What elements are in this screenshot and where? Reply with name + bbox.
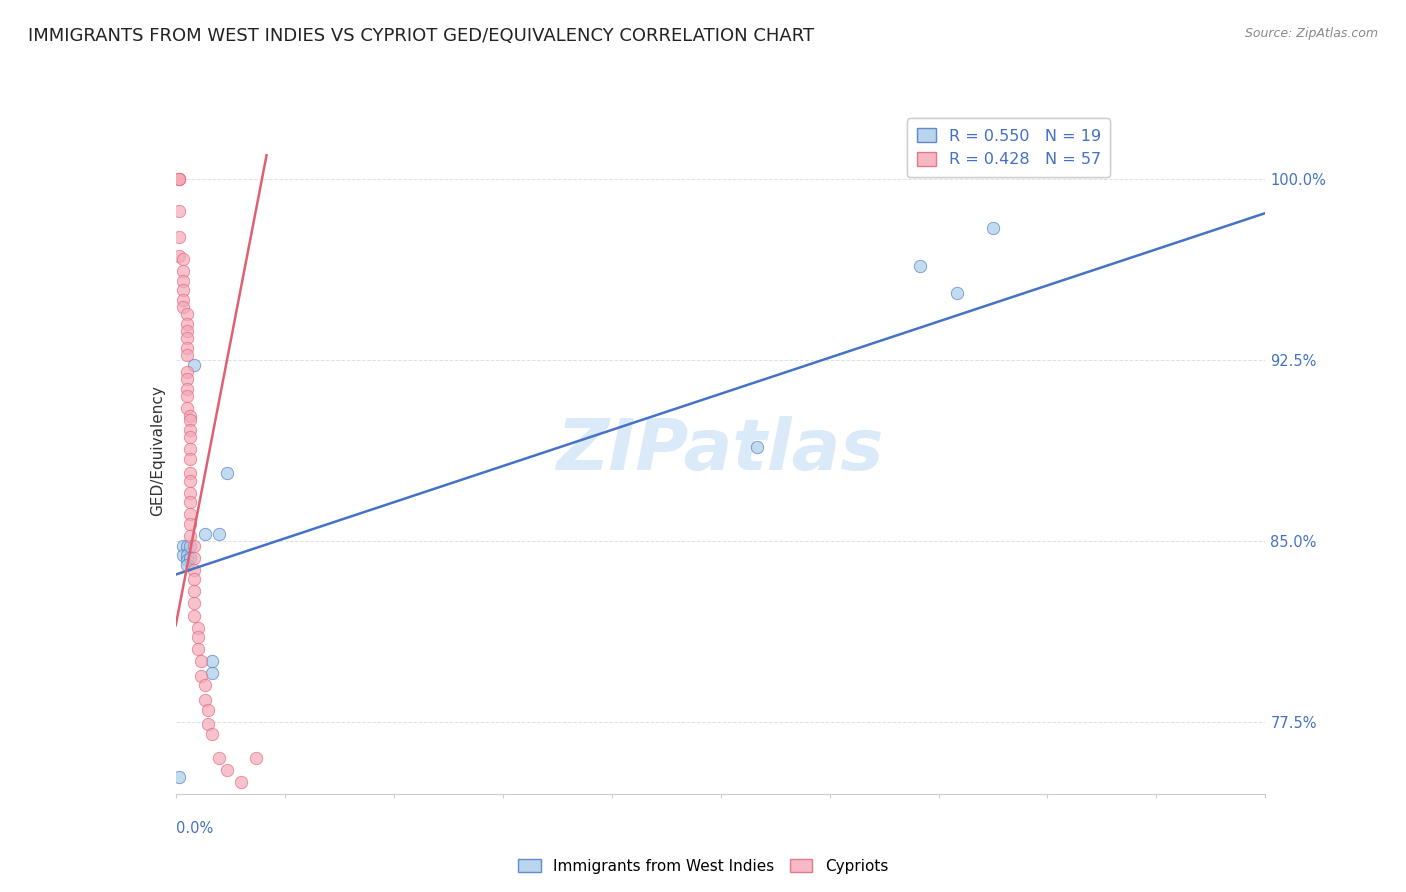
Point xyxy=(179,508,201,522)
Text: ZIPatlas: ZIPatlas xyxy=(557,416,884,485)
Point xyxy=(179,495,201,509)
Point xyxy=(176,401,198,416)
Point xyxy=(179,529,201,543)
Point xyxy=(197,702,219,716)
Legend: R = 0.550   N = 19, R = 0.428   N = 57: R = 0.550 N = 19, R = 0.428 N = 57 xyxy=(907,119,1111,177)
Point xyxy=(201,654,224,668)
Point xyxy=(179,430,201,444)
Point xyxy=(186,630,209,644)
Point xyxy=(208,750,231,764)
Point xyxy=(176,341,198,355)
Point xyxy=(945,285,967,300)
Point xyxy=(169,250,191,264)
Point xyxy=(179,550,201,565)
Point xyxy=(179,467,201,481)
Text: 0.0%: 0.0% xyxy=(176,822,212,837)
Point xyxy=(172,300,194,314)
Y-axis label: GED/Equivalency: GED/Equivalency xyxy=(150,385,166,516)
Text: Source: ZipAtlas.com: Source: ZipAtlas.com xyxy=(1244,27,1378,40)
Point xyxy=(176,382,198,396)
Point xyxy=(183,584,205,599)
Point xyxy=(197,717,219,731)
Point xyxy=(179,516,201,531)
Point xyxy=(179,423,201,437)
Point xyxy=(172,293,194,307)
Point xyxy=(176,372,198,386)
Point xyxy=(981,220,1004,235)
Point xyxy=(179,539,201,553)
Point xyxy=(172,549,194,563)
Point xyxy=(745,440,768,454)
Point xyxy=(176,549,198,563)
Point xyxy=(169,203,191,218)
Point xyxy=(176,348,198,362)
Point xyxy=(176,324,198,338)
Point xyxy=(176,558,198,572)
Point xyxy=(179,474,201,488)
Point xyxy=(172,274,194,288)
Point xyxy=(176,331,198,345)
Point xyxy=(183,573,205,587)
Point xyxy=(169,230,191,244)
Point xyxy=(176,389,198,403)
Point xyxy=(176,317,198,331)
Point xyxy=(179,409,201,423)
Point xyxy=(194,526,217,541)
Point xyxy=(176,539,198,553)
Point xyxy=(179,413,201,427)
Point xyxy=(172,539,194,553)
Point xyxy=(186,642,209,657)
Point xyxy=(176,553,198,567)
Point xyxy=(194,693,217,707)
Point xyxy=(186,621,209,635)
Point xyxy=(176,365,198,379)
Point xyxy=(179,451,201,466)
Point xyxy=(169,172,191,186)
Point xyxy=(194,678,217,692)
Point xyxy=(910,259,932,273)
Point xyxy=(172,252,194,266)
Point xyxy=(201,666,224,681)
Point xyxy=(169,172,191,186)
Point xyxy=(169,770,191,784)
Point xyxy=(176,307,198,321)
Text: IMMIGRANTS FROM WEST INDIES VS CYPRIOT GED/EQUIVALENCY CORRELATION CHART: IMMIGRANTS FROM WEST INDIES VS CYPRIOT G… xyxy=(28,27,814,45)
Point xyxy=(172,283,194,297)
Point xyxy=(190,654,212,668)
Point xyxy=(245,750,267,764)
Point xyxy=(208,526,231,541)
Point xyxy=(179,485,201,500)
Point xyxy=(215,467,238,481)
Point xyxy=(183,550,205,565)
Point xyxy=(190,669,212,683)
Point xyxy=(169,172,191,186)
Point xyxy=(183,597,205,611)
Point xyxy=(183,563,205,577)
Point xyxy=(231,774,253,789)
Point xyxy=(183,608,205,623)
Point xyxy=(201,726,224,740)
Point xyxy=(215,763,238,777)
Point xyxy=(179,442,201,457)
Point xyxy=(183,539,205,553)
Legend: Immigrants from West Indies, Cypriots: Immigrants from West Indies, Cypriots xyxy=(512,853,894,880)
Point xyxy=(183,358,205,372)
Point xyxy=(172,264,194,278)
